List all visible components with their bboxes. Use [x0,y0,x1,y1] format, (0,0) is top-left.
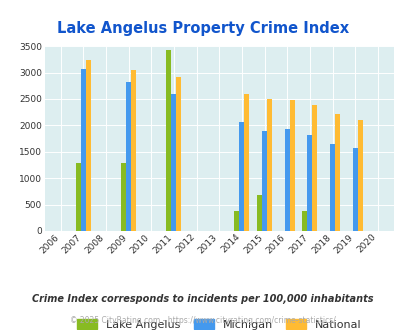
Bar [85,60,90,231]
Bar [256,195,262,231]
Bar [284,129,289,231]
Bar [171,94,176,231]
Bar [131,71,136,231]
Bar [334,114,339,231]
Bar [166,50,171,231]
Text: Lake Angelus Property Crime Index: Lake Angelus Property Crime Index [57,21,348,36]
Text: © 2025 CityRating.com - https://www.cityrating.com/crime-statistics/: © 2025 CityRating.com - https://www.city… [70,316,335,325]
Bar [239,122,244,231]
Legend: Lake Angelus, Michigan, National: Lake Angelus, Michigan, National [72,314,365,330]
Bar [81,69,85,231]
Bar [312,105,317,231]
Bar [234,212,239,231]
Bar [266,99,271,231]
Bar [357,119,362,231]
Bar [329,145,334,231]
Bar [302,212,307,231]
Bar [262,131,266,231]
Bar [352,148,357,231]
Bar [126,82,131,231]
Text: Crime Index corresponds to incidents per 100,000 inhabitants: Crime Index corresponds to incidents per… [32,294,373,304]
Bar [76,163,81,231]
Bar [289,100,294,231]
Bar [176,77,181,231]
Bar [244,94,249,231]
Bar [121,163,126,231]
Bar [307,135,312,231]
